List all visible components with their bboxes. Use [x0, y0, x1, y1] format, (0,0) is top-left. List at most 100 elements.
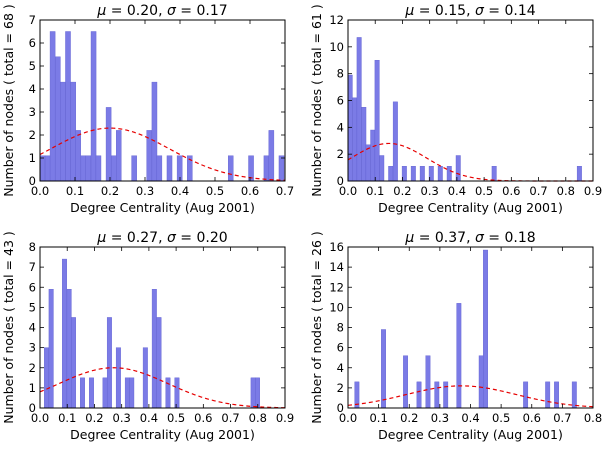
bar: [105, 107, 112, 182]
bar: [425, 355, 431, 409]
bar: [39, 155, 46, 182]
bar: [255, 377, 260, 409]
y-tick-label: 10: [329, 300, 344, 314]
y-tick-label: 0: [29, 401, 36, 415]
bar: [111, 155, 117, 182]
bar: [263, 155, 270, 182]
x-tick-label: 0.8: [584, 411, 602, 425]
bar: [437, 166, 443, 182]
subplot-1: 0.0 0.1 0.2 0.3 0.4 0.5 0.6 0.7 0 1 2 3 4 5 6 7 μ = 0.20…: [1, 3, 294, 215]
x-axis-label: Degree Centrality (Aug 2001): [378, 200, 563, 215]
y-tick-label: 1: [29, 381, 36, 395]
bar: [374, 60, 380, 182]
bar: [102, 377, 108, 409]
y-axis-label: Number of nodes ( total = 26 ): [309, 231, 324, 424]
bar: [419, 166, 425, 182]
bar: [278, 155, 285, 182]
bar: [576, 166, 582, 182]
bar: [95, 155, 102, 182]
bar: [85, 155, 92, 182]
x-tick-label: 0.0: [339, 184, 357, 198]
bar: [80, 155, 87, 182]
y-tick-label: 4: [337, 120, 344, 134]
bar: [49, 31, 56, 182]
y-axis-label: Number of nodes ( total = 68 ): [1, 4, 16, 197]
x-tick-label: 0.6: [502, 184, 520, 198]
bar: [491, 166, 497, 182]
bar: [124, 377, 130, 409]
x-tick-label: 0.4: [171, 184, 189, 198]
bar: [156, 317, 162, 409]
subplot-3: 0.0 0.1 0.2 0.3 0.4 0.5 0.6 0.7 0.8 0.9 0 1 2 3 4 5 6 7 8 μ…: [1, 230, 294, 442]
bar: [62, 258, 67, 409]
x-axis-label: Degree Centrality (Aug 2001): [70, 427, 255, 442]
x-tick-label: 0.7: [553, 411, 571, 425]
bar: [66, 289, 72, 409]
y-axis-label: Number of nodes ( total = 61 ): [309, 4, 324, 197]
bar: [347, 74, 353, 182]
y-tick-label: 12: [329, 13, 344, 27]
x-tick-label: 0.1: [369, 411, 387, 425]
x-tick-label: 0.3: [136, 184, 154, 198]
bar: [434, 381, 440, 409]
bar: [151, 81, 158, 182]
y-tick-label: 8: [29, 240, 36, 254]
y-tick-label: 5: [29, 59, 36, 73]
y-tick-label: 7: [29, 13, 36, 27]
y-tick-label: 1: [29, 151, 36, 165]
bar: [156, 155, 163, 182]
plot-frame: [39, 19, 286, 182]
y-tick-label: 4: [29, 321, 36, 335]
bar: [55, 56, 61, 182]
x-tick-label: 0.5: [492, 411, 510, 425]
x-tick-label: 0.2: [101, 184, 119, 198]
bar: [71, 317, 76, 409]
y-tick-label: 5: [29, 300, 36, 314]
bar: [90, 31, 97, 182]
bar: [174, 377, 180, 409]
plot-frame: [347, 19, 594, 182]
fitted-normal-curve: [39, 127, 286, 181]
x-tick-label: 0.1: [58, 411, 76, 425]
bar: [545, 381, 551, 409]
y-tick-label: 0: [29, 174, 36, 188]
bar: [365, 144, 371, 182]
y-tick-label: 0: [337, 401, 344, 415]
x-tick-label: 0.7: [529, 184, 547, 198]
y-tick-label: 14: [329, 260, 344, 274]
x-tick-label: 0.4: [140, 411, 158, 425]
plot-frame: [39, 246, 286, 409]
x-axis-label: Degree Centrality (Aug 2001): [378, 427, 563, 442]
y-tick-label: 8: [337, 67, 344, 81]
x-tick-label: 0.2: [393, 184, 411, 198]
x-tick-label: 0.7: [221, 411, 239, 425]
y-tick-label: 6: [337, 94, 344, 108]
bar: [443, 381, 449, 409]
y-axis-label: Number of nodes ( total = 43 ): [1, 231, 16, 424]
bar: [44, 155, 51, 182]
x-tick-label: 0.4: [461, 411, 479, 425]
x-tick-label: 0.8: [557, 184, 575, 198]
y-tick-label: 2: [29, 361, 36, 375]
x-tick-label: 0.3: [431, 411, 449, 425]
bar: [352, 97, 358, 182]
bar: [129, 377, 135, 409]
y-tick-label: 0: [337, 174, 344, 188]
bar: [446, 166, 452, 182]
bar: [166, 155, 173, 182]
bar: [131, 155, 137, 182]
bar: [403, 355, 408, 409]
y-tick-label: 3: [29, 341, 36, 355]
bar: [381, 329, 386, 409]
bar: [392, 101, 398, 182]
y-tick-label: 12: [329, 280, 344, 294]
chart-title: μ = 0.27, σ = 0.20: [96, 230, 227, 246]
x-tick-label: 0.3: [421, 184, 439, 198]
subplot-4: 0.0 0.1 0.2 0.3 0.4 0.5 0.6 0.7 0.8 0 2 4 6 8 10 12 14 16…: [309, 230, 602, 442]
bar: [44, 347, 49, 409]
x-tick-label: 0.5: [475, 184, 493, 198]
y-tick-label: 16: [329, 240, 344, 254]
bar: [228, 155, 234, 182]
bar: [356, 37, 362, 182]
